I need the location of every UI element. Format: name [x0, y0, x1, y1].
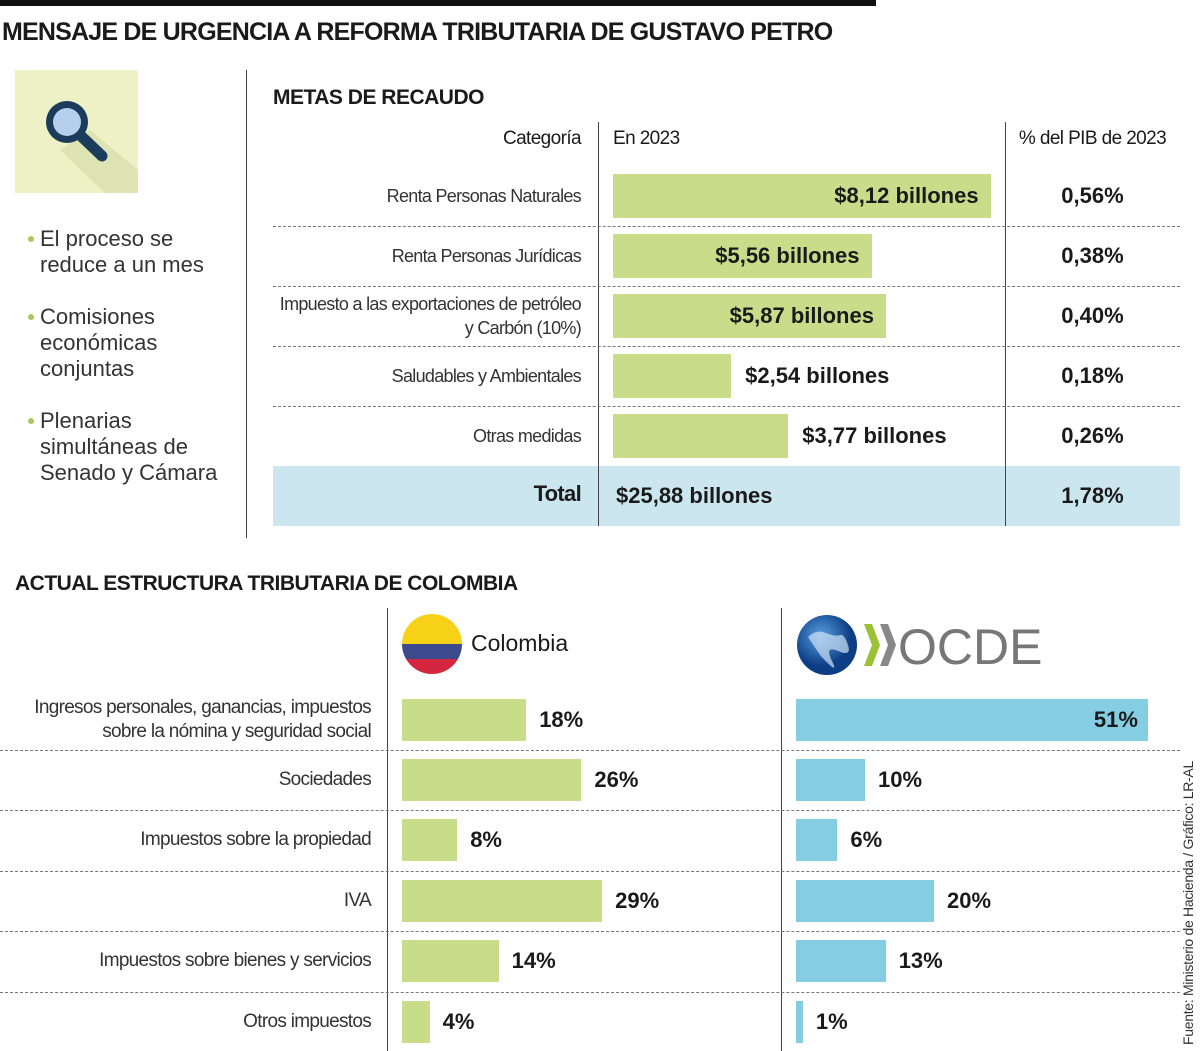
bar: [613, 414, 789, 458]
bar: [613, 234, 872, 278]
bar-value-label: 1%: [815, 1009, 848, 1034]
bullet-item: Plenarias simultáneas de Senado y Cámara: [25, 408, 235, 486]
total-pib: 1,78%: [1061, 483, 1124, 508]
row-separator: [0, 750, 1180, 751]
ocde-logo: OCDE: [796, 612, 1051, 681]
col-header-2023: En 2023: [613, 128, 680, 149]
bar-value-label: 18%: [539, 707, 584, 732]
bar-value-label: 29%: [615, 888, 660, 913]
bar-colombia: [402, 759, 582, 801]
col-divider: [598, 122, 599, 526]
bar-ocde: [796, 940, 886, 982]
bullet-list: El proceso se reduce a un mes Comisiones…: [25, 226, 235, 512]
row-separator: [273, 406, 1180, 407]
bar-value-label: 6%: [850, 827, 883, 852]
col-divider: [387, 608, 388, 1051]
bar-value-label: $8,12 billones: [834, 183, 979, 208]
bar-colombia: [402, 880, 603, 922]
bar-value-label: 51%: [1093, 707, 1138, 732]
ocde-logo-text: OCDE: [898, 619, 1042, 675]
bar-value-label: $3,77 billones: [802, 423, 947, 448]
category-label: Impuestos sobre bienes y servicios: [99, 950, 372, 971]
bar-value-label: 13%: [898, 948, 943, 973]
bar: [613, 174, 991, 218]
row-category: Renta Personas Naturales: [386, 186, 582, 206]
bullet-item: Comisiones económicas conjuntas: [25, 304, 235, 382]
total-row: [273, 466, 1180, 526]
col-divider: [781, 608, 782, 1051]
bar: [613, 294, 886, 338]
row-separator: [0, 931, 1180, 932]
total-value: $25,88 billones: [616, 483, 773, 508]
row-separator: [0, 871, 1180, 872]
bar-ocde: [796, 1001, 803, 1043]
category-label: Otros impuestos: [243, 1011, 372, 1032]
bar-value-label: 14%: [511, 948, 556, 973]
row-pib: 0,26%: [1061, 423, 1124, 448]
col-header-category: Categoría: [502, 128, 582, 149]
category-label: Ingresos personales, ganancias, impuesto…: [34, 697, 371, 742]
row-separator: [0, 810, 1180, 811]
row-separator: [273, 286, 1180, 287]
row-pib: 0,40%: [1061, 303, 1124, 328]
row-separator: [273, 346, 1180, 347]
bar-colombia: [402, 819, 458, 861]
page-title: MENSAJE DE URGENCIA A REFORMA TRIBUTARIA…: [2, 18, 833, 46]
bar-value-label: 26%: [594, 767, 639, 792]
row-separator: [0, 992, 1180, 993]
row-pib: 0,18%: [1061, 363, 1124, 388]
bullet-item: El proceso se reduce a un mes: [25, 226, 235, 278]
bar: [613, 354, 732, 398]
category-label: Impuestos sobre la propiedad: [140, 829, 371, 850]
row-category: Impuesto a las exportaciones de petróleo…: [279, 294, 582, 338]
row-separator: [273, 226, 1180, 227]
bar-ocde: [796, 819, 838, 861]
category-label: Sociedades: [278, 769, 372, 790]
bar-ocde: [796, 759, 865, 801]
bar-value-label: 20%: [947, 888, 992, 913]
col-divider: [1005, 122, 1006, 526]
bar-value-label: 8%: [470, 827, 502, 852]
row-category: Saludables y Ambientales: [391, 366, 582, 386]
row-pib: 0,38%: [1061, 243, 1124, 268]
legend-colombia: Colombia: [471, 630, 569, 656]
bar-value-label: 4%: [442, 1009, 475, 1034]
top-rule: [0, 0, 876, 6]
magnifying-glass-icon: [15, 70, 138, 193]
bar-colombia: [402, 1001, 430, 1043]
source-note: Fuente: Ministerio de Hacienda / Gráfico…: [1180, 761, 1196, 1045]
bar-value-label: $5,56 billones: [715, 243, 860, 268]
bar-ocde: [796, 699, 1148, 741]
bar-value-label: $5,87 billones: [729, 303, 874, 328]
row-category: Renta Personas Jurídicas: [391, 246, 582, 266]
divider: [246, 70, 247, 538]
col-header-pib: % del PIB de 2023: [1018, 128, 1167, 149]
category-label: IVA: [343, 890, 372, 911]
bar-value-label: $2,54 billones: [745, 363, 890, 388]
total-label: Total: [533, 481, 582, 506]
bar-colombia: [402, 699, 527, 741]
bar-colombia: [402, 940, 499, 982]
table-title: METAS DE RECAUDO: [273, 86, 484, 109]
bar-value-label: 10%: [878, 767, 923, 792]
row-category: Otras medidas: [473, 426, 582, 446]
row-pib: 0,56%: [1061, 183, 1124, 208]
bar-ocde: [796, 880, 934, 922]
colombia-flag-icon: [402, 614, 462, 679]
chart-title: ACTUAL ESTRUCTURA TRIBUTARIA DE COLOMBIA: [15, 572, 518, 595]
